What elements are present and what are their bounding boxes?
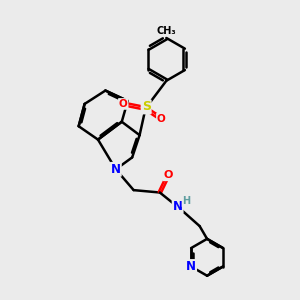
Text: N: N (186, 260, 196, 273)
Text: N: N (111, 163, 121, 176)
Text: CH₃: CH₃ (157, 26, 176, 35)
Text: O: O (164, 170, 173, 180)
Text: O: O (119, 99, 128, 109)
Text: O: O (157, 114, 166, 124)
Text: H: H (182, 196, 190, 206)
Text: S: S (142, 100, 151, 113)
Text: N: N (172, 200, 183, 213)
